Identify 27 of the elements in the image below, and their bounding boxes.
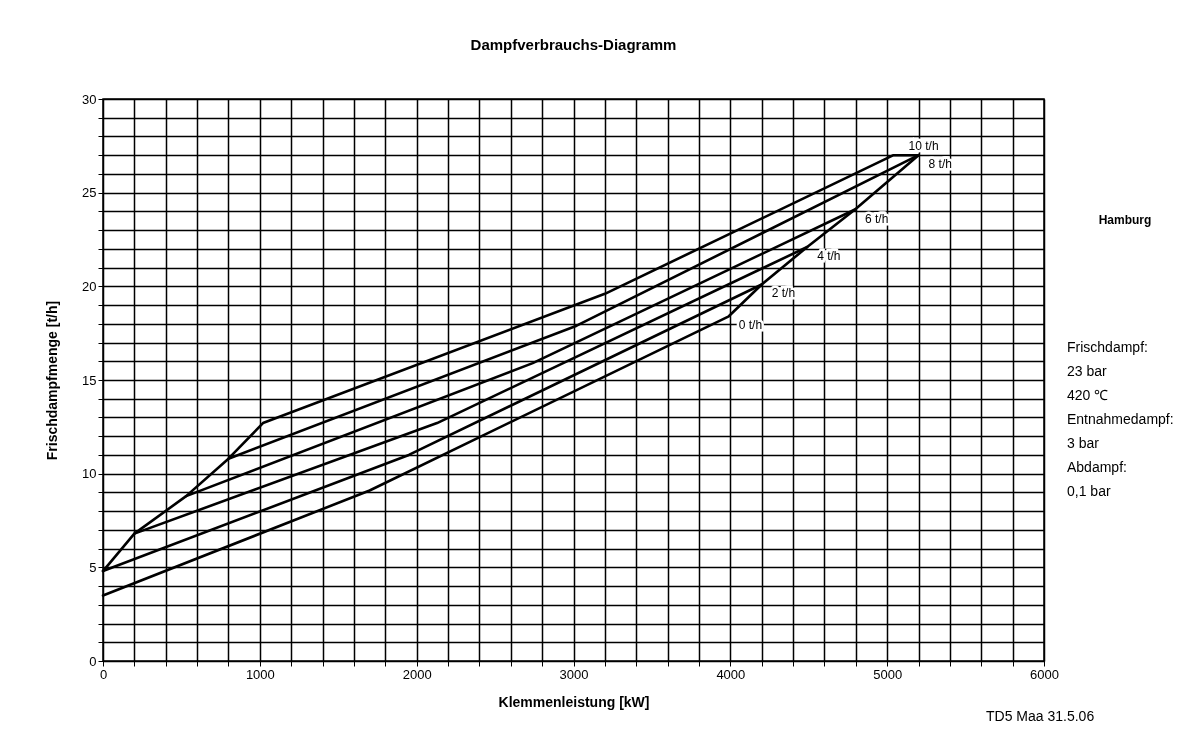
y-tick-label: 30 (82, 91, 97, 107)
x-tick-label: 2000 (402, 666, 432, 682)
x-tick-label: 0 (99, 666, 108, 682)
text: Abdampf: (1067, 459, 1127, 475)
y-tick-label: 25 (82, 185, 97, 201)
text: Frischdampf: (1067, 339, 1148, 355)
x-axis-title: Klemmenleistung [kW] (498, 693, 650, 710)
x-tick-label: 3000 (559, 666, 589, 682)
text: Entnahmedampf: (1067, 411, 1174, 427)
text: 420 ℃ (1067, 387, 1109, 403)
text: Hamburg (1098, 213, 1152, 227)
x-tick-label: 1000 (245, 666, 275, 682)
x-tick-label: 5000 (873, 666, 903, 682)
x-tick-label: 6000 (1030, 666, 1059, 682)
x-tick-label: 4000 (716, 666, 746, 682)
y-tick-label: 20 (82, 278, 97, 294)
y-axis-title: Frischdampfmenge [t/h] (44, 300, 61, 461)
text: 3 bar (1067, 435, 1100, 451)
y-tick-label: 10 (82, 466, 97, 482)
chart-title: Dampfverbrauchs-Diagramm (470, 36, 677, 53)
text: 0,1 bar (1067, 483, 1111, 499)
y-tick-label: 5 (89, 559, 97, 575)
text: TD5 Maa 31.5.06 (986, 708, 1095, 724)
y-tick-label: 15 (82, 372, 97, 388)
series-label: 4 t/h (817, 248, 841, 263)
y-tick-label: 0 (89, 653, 97, 669)
text: 23 bar (1067, 363, 1108, 379)
